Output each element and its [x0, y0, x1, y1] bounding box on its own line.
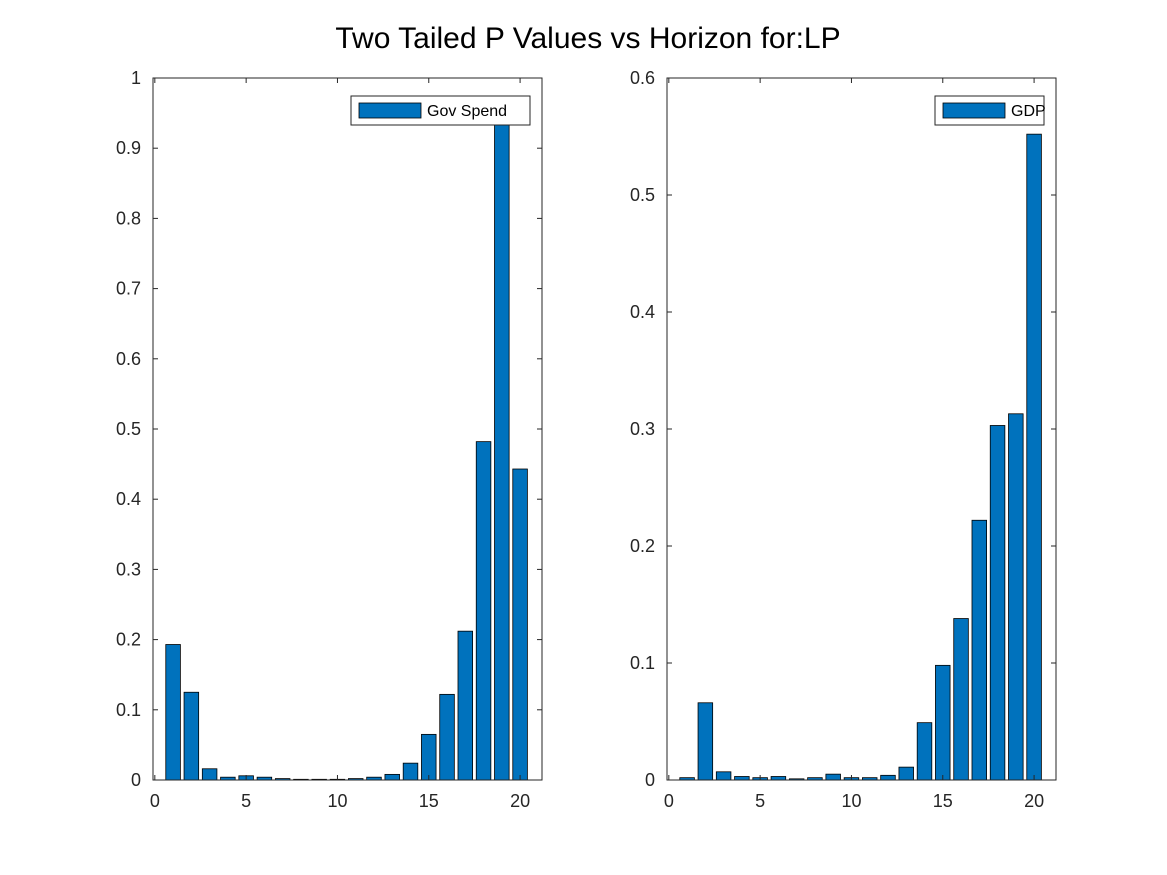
x-tick-label: 0	[150, 791, 160, 811]
bar-20	[512, 468, 528, 781]
bar-19	[494, 112, 510, 781]
legend: GDP	[934, 95, 1046, 126]
y-tick-label: 0.4	[116, 489, 141, 509]
x-ticks: 0 5 10 15 20	[664, 78, 1044, 811]
y-tick-label: 0.6	[630, 68, 655, 88]
bar-14	[916, 722, 933, 781]
bar-14	[402, 762, 419, 781]
y-tick-label: 0.8	[116, 208, 141, 228]
x-tick-label: 10	[327, 791, 347, 811]
y-ticks: 0 0.1 0.2 0.3 0.4 0.5 0.6 0.7 0.8 0.9 1	[116, 68, 542, 790]
bars	[679, 133, 1042, 781]
y-tick-label: 0	[645, 770, 655, 790]
legend: Gov Spend	[350, 95, 531, 126]
bar-12	[880, 774, 896, 781]
x-tick-label: 5	[241, 791, 251, 811]
bar-13	[384, 773, 400, 781]
figure-title: Two Tailed P Values vs Horizon for:LP	[335, 22, 840, 55]
bar-18	[989, 425, 1006, 781]
y-tick-label: 0.2	[116, 630, 141, 650]
bar-16	[953, 618, 969, 781]
y-tick-label: 1	[131, 68, 141, 88]
bar-18	[475, 441, 492, 781]
y-tick-label: 0.7	[116, 279, 141, 299]
legend-label: GDP	[1011, 103, 1046, 120]
y-tick-label: 0	[131, 770, 141, 790]
bar-15	[421, 733, 437, 781]
legend-swatch	[942, 102, 1006, 119]
bar-17	[971, 519, 987, 781]
bar-15	[935, 664, 951, 781]
bar-2	[183, 691, 200, 781]
y-tick-label: 0.1	[116, 700, 141, 720]
bar-19	[1008, 413, 1024, 781]
bar-1	[165, 644, 181, 781]
y-tick-label: 0.4	[630, 302, 655, 322]
y-ticks: 0 0.1 0.2 0.3 0.4 0.5 0.6	[630, 68, 1056, 790]
legend-label: Gov Spend	[427, 103, 507, 120]
bar-13	[898, 766, 914, 781]
x-tick-label: 0	[664, 791, 674, 811]
subplots: 0 5 10 15 20 0 0.1 0.2 0.3 0.4 0.5 0.6 0.7 0.8 0.9 1 Gov…	[116, 68, 1057, 811]
legend-swatch	[358, 102, 422, 119]
x-tick-label: 5	[755, 791, 765, 811]
x-tick-label: 15	[419, 791, 439, 811]
y-tick-label: 0.2	[630, 536, 655, 556]
subplot-2: 0 5 10 15 20 0 0.1 0.2 0.3 0.4 0.5 0.6 GDP	[630, 68, 1057, 811]
bar-6	[770, 776, 787, 781]
bar-9	[825, 773, 841, 781]
x-tick-label: 20	[1024, 791, 1044, 811]
bar-3	[715, 771, 732, 781]
x-tick-label: 15	[933, 791, 953, 811]
subplot-1: 0 5 10 15 20 0 0.1 0.2 0.3 0.4 0.5 0.6 0.7 0.8 0.9 1 Gov…	[116, 68, 543, 811]
x-ticks: 0 5 10 15 20	[150, 78, 530, 811]
bar-20	[1026, 133, 1042, 781]
bar-4	[734, 776, 750, 781]
bar-17	[457, 630, 473, 781]
y-tick-label: 0.5	[630, 185, 655, 205]
y-tick-label: 0.3	[116, 559, 141, 579]
y-tick-label: 0.3	[630, 419, 655, 439]
y-tick-label: 0.9	[116, 138, 141, 158]
bar-16	[439, 693, 455, 781]
y-tick-label: 0.5	[116, 419, 141, 439]
x-tick-label: 20	[510, 791, 530, 811]
x-tick-label: 10	[841, 791, 861, 811]
y-tick-label: 0.1	[630, 653, 655, 673]
bar-3	[201, 768, 218, 781]
bar-2	[697, 702, 714, 781]
y-tick-label: 0.6	[116, 349, 141, 369]
